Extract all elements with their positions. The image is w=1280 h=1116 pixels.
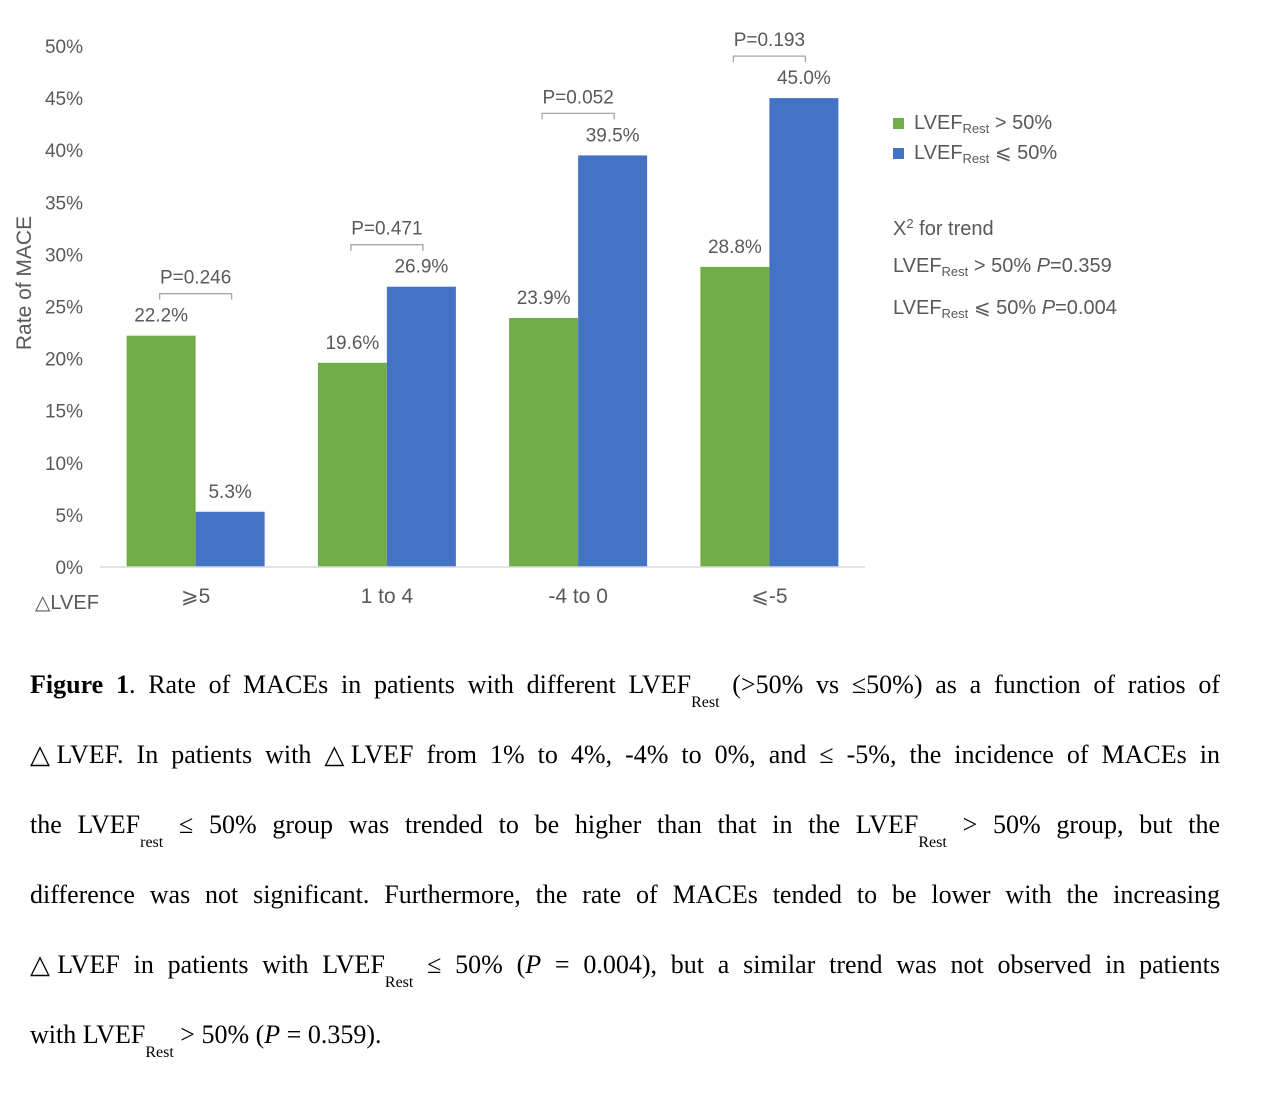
bar: [769, 98, 839, 567]
data-label: 23.9%: [517, 288, 571, 309]
legend-label-rest: > 50%: [989, 112, 1053, 134]
bar: [317, 362, 387, 567]
caption-p: P: [525, 950, 542, 979]
caption-line-2: △LVEF. In patients with △LVEF from 1% to…: [30, 720, 1220, 790]
x-axis-label: △LVEF: [35, 592, 99, 614]
caption-text: . Rate of MACEs in patients with differe…: [128, 670, 692, 699]
caption-text: difference was not significant. Furtherm…: [30, 880, 1220, 909]
trend-label: LVEF: [893, 255, 942, 277]
y-axis-label: Rate of MACE: [13, 216, 36, 350]
caption-text: with LVEF: [30, 1020, 146, 1049]
caption-text: ≤ 50% group was trended to be higher tha…: [163, 810, 919, 839]
trend-line-2: LVEFRest ⩽ 50% P=0.004: [893, 290, 1117, 332]
p-value-label: P=0.193: [734, 30, 805, 51]
trend-title-sup: 2: [906, 216, 914, 231]
legend-label-rest: ⩽ 50%: [989, 142, 1058, 164]
caption-text: △LVEF. In patients with △LVEF from 1% to…: [30, 740, 1220, 769]
y-tick-label: 50%: [45, 37, 83, 58]
caption-text: the LVEF: [30, 810, 141, 839]
y-tick-label: 15%: [45, 402, 83, 423]
trend-pval: =0.359: [1050, 255, 1112, 277]
legend-label: LVEF: [914, 142, 963, 164]
y-tick-label: 45%: [45, 89, 83, 110]
legend-item-lvef-le-50: LVEFRest ⩽ 50%: [893, 138, 1057, 168]
bar: [509, 317, 579, 567]
caption-sub: Rest: [918, 834, 947, 851]
trend-title-x: X: [893, 218, 907, 240]
caption-text: = 0.359).: [280, 1020, 382, 1049]
caption-text: △LVEF in patients with LVEF: [30, 950, 385, 979]
p-value-label: P=0.471: [351, 219, 422, 240]
p-value-bracket: [350, 244, 424, 251]
trend-rest: > 50%: [968, 255, 1037, 277]
p-value-label: P=0.246: [160, 268, 231, 289]
y-tick-label: 35%: [45, 193, 83, 214]
bar: [700, 266, 770, 567]
bar: [195, 511, 265, 567]
data-label: 19.6%: [325, 333, 379, 354]
trend-annotation: X2 for trend LVEFRest > 50% P=0.359 LVEF…: [893, 206, 1117, 332]
data-label: 39.5%: [586, 125, 640, 146]
legend-sub: Rest: [962, 121, 990, 136]
caption-sub: Rest: [145, 1044, 174, 1061]
legend-item-lvef-gt-50: LVEFRest > 50%: [893, 108, 1057, 138]
trend-label: LVEF: [893, 297, 942, 319]
data-label: 22.2%: [134, 306, 188, 327]
figure-caption: Figure 1. Rate of MACEs in patients with…: [30, 650, 1220, 1070]
trend-line-1: LVEFRest > 50% P=0.359: [893, 248, 1117, 290]
x-category-label: 1 to 4: [361, 585, 414, 608]
caption-sub: Rest: [384, 974, 414, 991]
caption-line-4: difference was not significant. Furtherm…: [30, 860, 1220, 930]
bar: [126, 335, 196, 567]
legend-swatch-green: [893, 118, 904, 130]
trend-rest: ⩽ 50%: [968, 297, 1042, 319]
data-label: 26.9%: [394, 257, 448, 278]
bar: [386, 286, 456, 567]
figure-label: Figure 1: [30, 670, 129, 699]
caption-text: (>50% vs ≤50%) as a function of ratios o…: [719, 670, 1220, 699]
bar: [578, 155, 648, 567]
y-tick-label: 20%: [45, 350, 83, 371]
caption-text: ≤ 50% (: [413, 950, 526, 979]
p-value-bracket: [158, 293, 233, 300]
p-value-label: P=0.052: [542, 87, 613, 108]
y-tick-label: 0%: [56, 558, 84, 579]
caption-p: P: [264, 1020, 281, 1049]
y-tick-label: 30%: [45, 245, 83, 266]
caption-line-5: △LVEF in patients with LVEFRest ≤ 50% (P…: [30, 930, 1220, 1000]
y-tick-label: 40%: [45, 141, 83, 162]
legend-sub: Rest: [962, 151, 990, 166]
x-category-label: ⩽-5: [751, 585, 787, 608]
caption-text: = 0.004), but a similar trend was not ob…: [541, 950, 1220, 979]
x-category-label: -4 to 0: [548, 585, 608, 608]
data-label: 5.3%: [208, 482, 251, 503]
trend-pval: =0.004: [1055, 297, 1117, 319]
caption-text: > 50% group, but the: [946, 810, 1220, 839]
caption-text: > 50% (: [173, 1020, 265, 1049]
caption-line-3: the LVEFrest ≤ 50% group was trended to …: [30, 790, 1220, 860]
y-tick-label: 5%: [56, 506, 84, 527]
data-label: 28.8%: [708, 237, 762, 258]
trend-p: P: [1036, 255, 1051, 277]
caption-line-1: Figure 1. Rate of MACEs in patients with…: [30, 650, 1220, 720]
trend-p: P: [1041, 297, 1056, 319]
y-tick-label: 10%: [45, 454, 83, 475]
trend-sub: Rest: [941, 306, 969, 321]
caption-sub: Rest: [691, 694, 720, 711]
trend-sub: Rest: [941, 264, 969, 279]
bar-chart: 0% 5% 10% 15% 20% 25% 30% 35% 40% 45% 50% Rate of M…: [13, 30, 865, 614]
trend-title: X2 for trend: [893, 206, 1117, 248]
caption-sub: rest: [140, 834, 164, 851]
chart-legend: LVEFRest > 50% LVEFRest ⩽ 50%: [893, 108, 1057, 168]
caption-line-6: with LVEFRest > 50% (P = 0.359).: [30, 1000, 1220, 1070]
y-tick-label: 25%: [45, 298, 83, 319]
legend-label: LVEF: [914, 112, 963, 134]
p-value-bracket: [541, 112, 615, 120]
legend-swatch-blue: [893, 148, 904, 160]
x-category-label: ⩾5: [181, 585, 210, 608]
trend-title-rest: for trend: [913, 218, 994, 240]
p-value-bracket: [732, 55, 807, 63]
data-label: 45.0%: [777, 68, 831, 89]
